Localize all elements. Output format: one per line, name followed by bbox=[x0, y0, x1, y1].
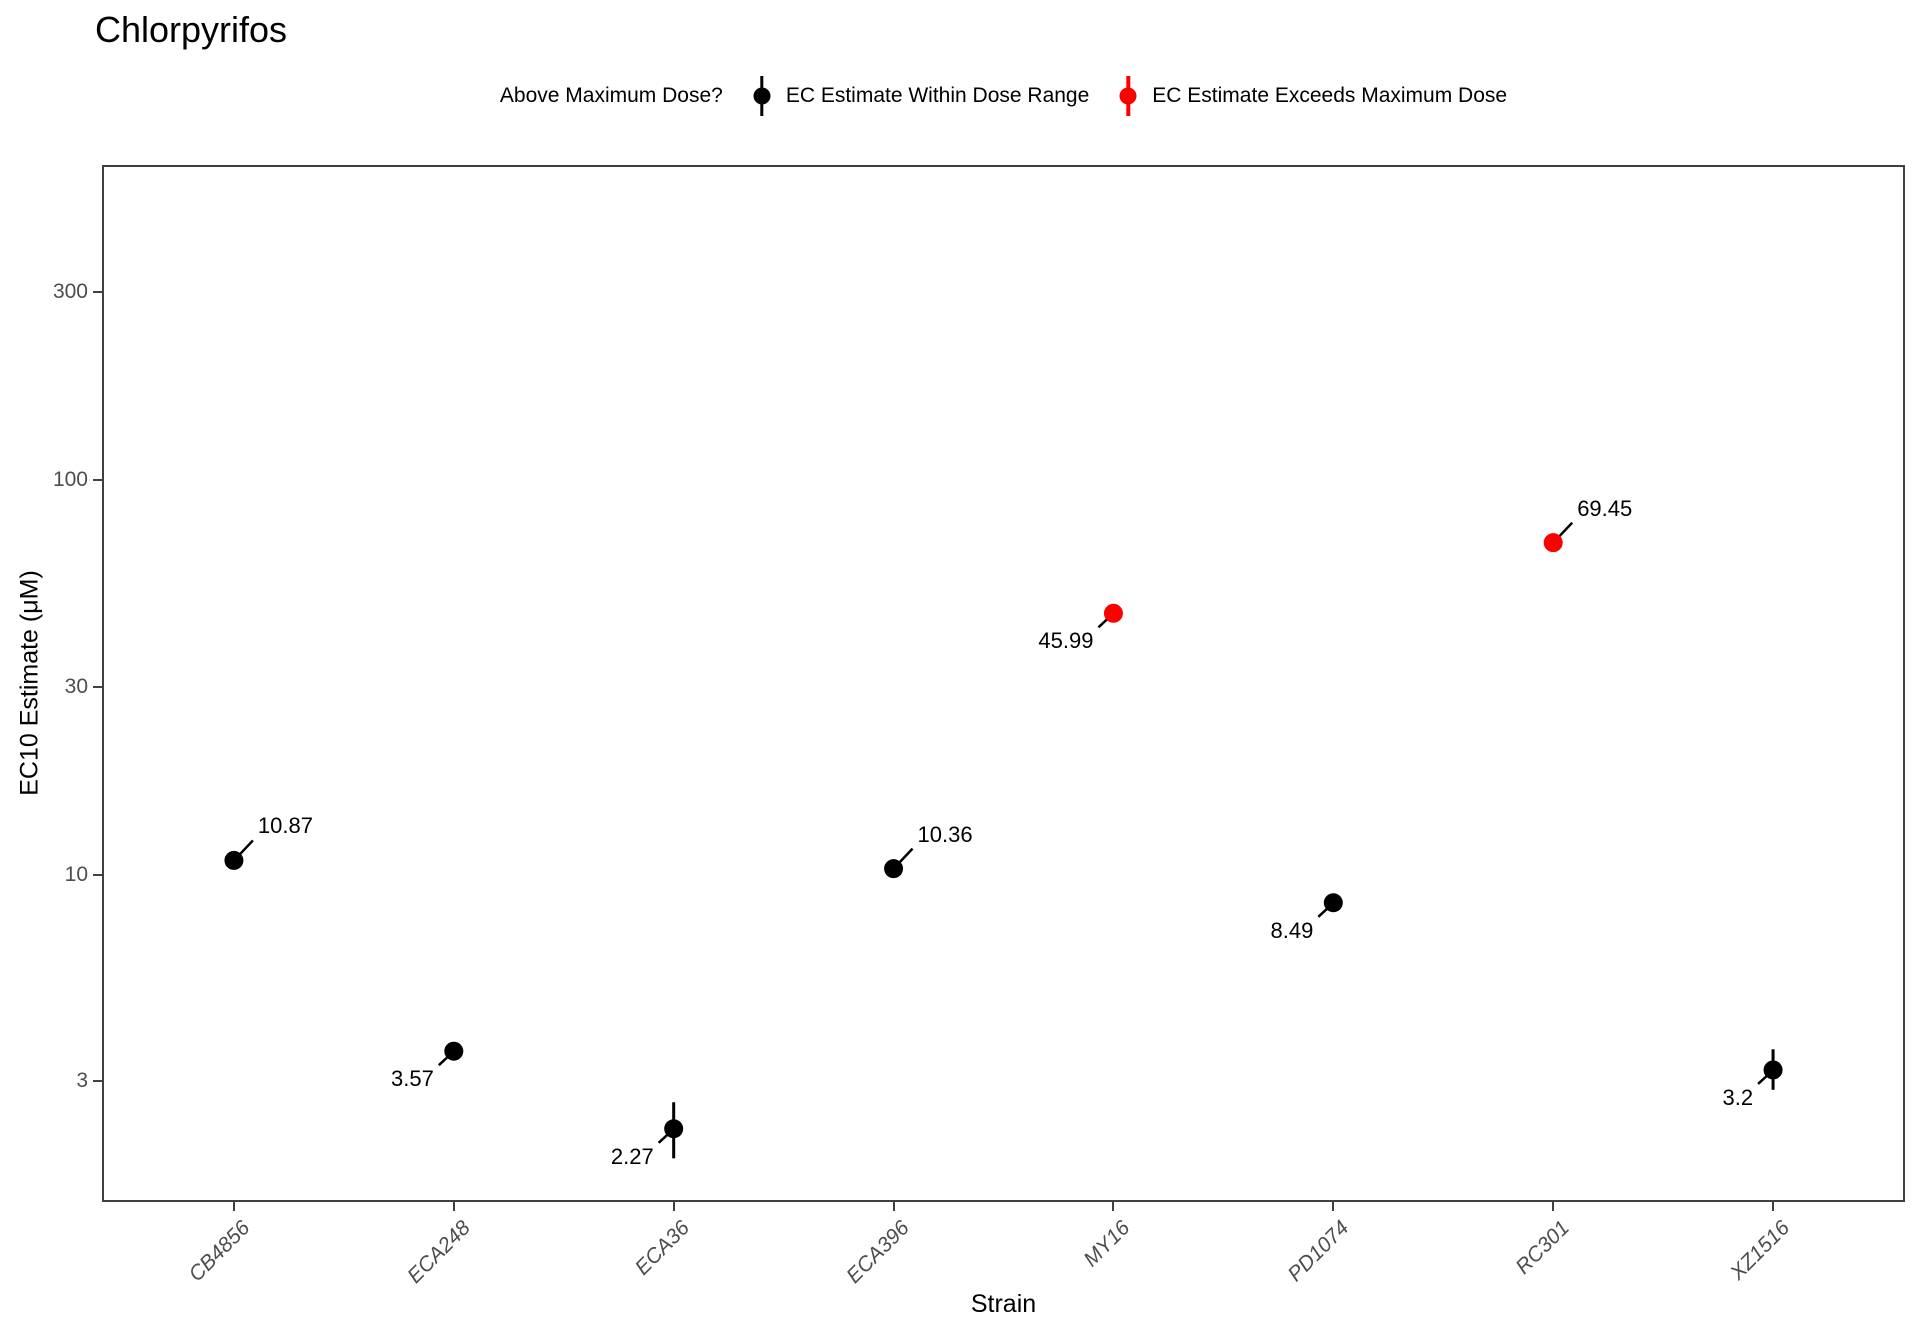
x-axis-title: Strain bbox=[970, 1290, 1037, 1318]
y-tick bbox=[93, 291, 102, 293]
x-tick bbox=[232, 1202, 235, 1211]
x-tick bbox=[672, 1202, 675, 1211]
data-point-ECA36 bbox=[664, 1119, 684, 1139]
y-tick bbox=[93, 685, 102, 688]
legend-item-exceeds: EC Estimate Exceeds Maximum Dose bbox=[1117, 73, 1507, 119]
legend: Above Maximum Dose? EC Estimate Within D… bbox=[102, 70, 1905, 122]
x-tick bbox=[452, 1202, 455, 1211]
pointrange-key-icon bbox=[1117, 73, 1139, 119]
data-point-RC301 bbox=[1543, 533, 1563, 553]
point-label-ECA36: 2.27 bbox=[610, 1143, 654, 1169]
legend-item-label: EC Estimate Within Dose Range bbox=[785, 84, 1090, 107]
y-tick bbox=[93, 479, 102, 482]
y-tick-label: 100 bbox=[52, 468, 88, 492]
data-point-ECA396 bbox=[884, 859, 904, 879]
chart-title: Chlorpyrifos bbox=[95, 9, 288, 50]
data-point-XZ1516 bbox=[1763, 1060, 1783, 1080]
x-tick bbox=[1332, 1202, 1335, 1211]
y-tick-label: 30 bbox=[64, 674, 88, 698]
legend-item-within: EC Estimate Within Dose Range bbox=[751, 73, 1089, 119]
y-tick bbox=[93, 873, 102, 876]
point-label-ECA396: 10.36 bbox=[917, 821, 973, 847]
legend-item-label: EC Estimate Exceeds Maximum Dose bbox=[1152, 84, 1508, 107]
x-tick bbox=[1772, 1202, 1775, 1211]
x-tick bbox=[1112, 1202, 1115, 1211]
y-tick-label: 10 bbox=[64, 862, 88, 886]
point-label-MY16: 45.99 bbox=[1038, 628, 1094, 654]
x-tick bbox=[892, 1202, 895, 1211]
pointrange-key-icon bbox=[751, 73, 773, 119]
legend-key-dot bbox=[1119, 87, 1137, 105]
legend-title: Above Maximum Dose? bbox=[499, 84, 723, 107]
data-point-MY16 bbox=[1103, 603, 1123, 623]
data-point-CB4856 bbox=[224, 850, 244, 870]
x-tick bbox=[1552, 1202, 1555, 1211]
point-label-CB4856: 10.87 bbox=[257, 813, 313, 839]
data-point-PD1074 bbox=[1323, 893, 1343, 913]
point-label-PD1074: 8.49 bbox=[1270, 917, 1314, 943]
legend-key-dot bbox=[753, 87, 771, 105]
point-label-XZ1516: 3.2 bbox=[1722, 1084, 1754, 1110]
point-label-RC301: 69.45 bbox=[1577, 495, 1633, 521]
point-label-ECA248: 3.57 bbox=[390, 1066, 434, 1092]
data-point-ECA248 bbox=[444, 1041, 464, 1061]
plot-panel bbox=[102, 165, 1905, 1202]
y-tick-label: 300 bbox=[52, 280, 88, 303]
y-tick bbox=[93, 1080, 102, 1082]
y-tick-label: 3 bbox=[76, 1069, 88, 1092]
